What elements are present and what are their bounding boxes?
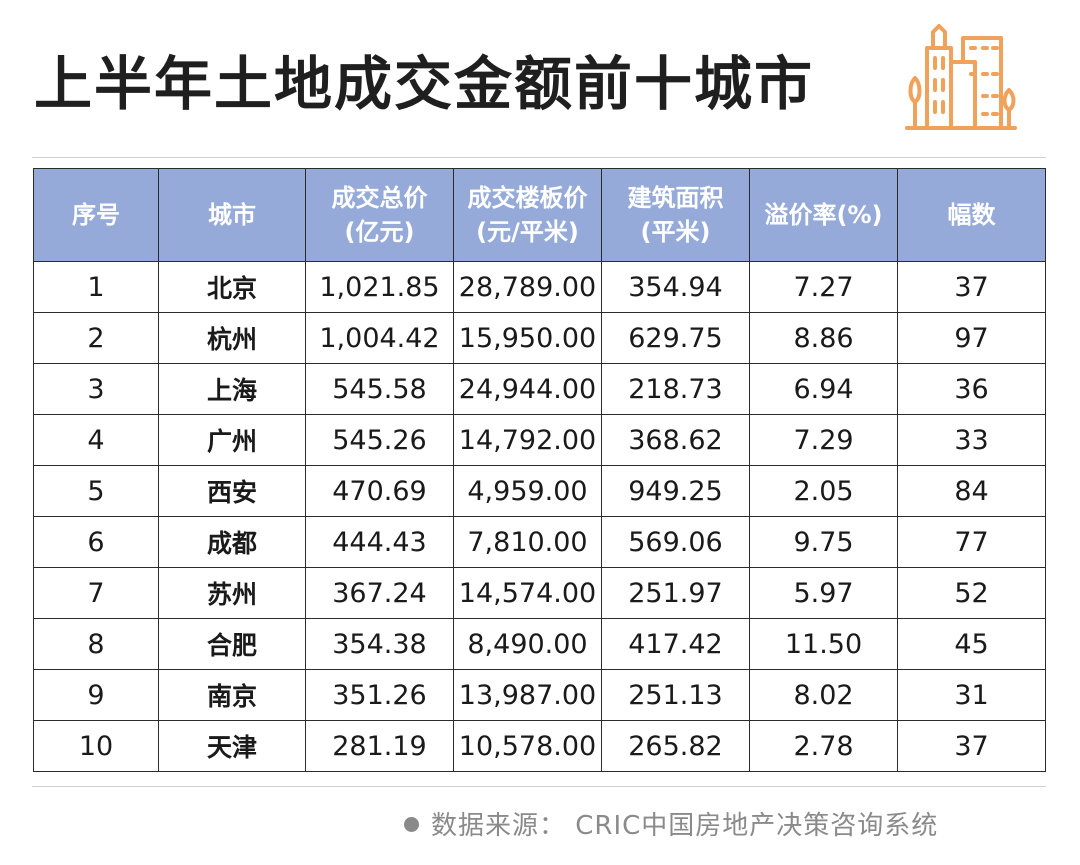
cell-premium-rate: 8.86 (749, 312, 898, 364)
cell-total-price: 281.19 (305, 720, 454, 772)
cell-city: 北京 (158, 261, 306, 313)
cell-floor-price: 13,987.00 (453, 669, 602, 721)
cell-premium-rate: 2.78 (749, 720, 898, 772)
cell-total-price: 351.26 (305, 669, 454, 721)
cell-premium-rate: 7.29 (749, 414, 898, 466)
cell-total-price: 444.43 (305, 516, 454, 568)
page-title: 上半年土地成交金额前十城市 (34, 50, 815, 118)
header-premium-rate: 溢价率(%) (749, 168, 898, 262)
header-index: 序号 (33, 168, 159, 262)
cell-premium-rate: 9.75 (749, 516, 898, 568)
cell-index: 4 (33, 414, 159, 466)
cell-total-price: 1,021.85 (305, 261, 454, 313)
cell-city: 南京 (158, 669, 306, 721)
cell-index: 5 (33, 465, 159, 517)
cell-total-price: 545.26 (305, 414, 454, 466)
cell-premium-rate: 5.97 (749, 567, 898, 619)
cell-total-price: 367.24 (305, 567, 454, 619)
cell-city: 苏州 (158, 567, 306, 619)
top-divider (32, 157, 1046, 158)
cell-total-price: 545.58 (305, 363, 454, 415)
cell-parcel-count: 97 (897, 312, 1046, 364)
land-deals-table: 序号 城市 成交总价 (亿元) 成交楼板价 (元/平米) 建筑面积 (平米) 溢价率(… (33, 168, 1046, 772)
cell-total-price: 470.69 (305, 465, 454, 517)
cell-floor-area: 218.73 (601, 363, 750, 415)
cell-total-price: 354.38 (305, 618, 454, 670)
cell-floor-area: 354.94 (601, 261, 750, 313)
cell-floor-price: 28,789.00 (453, 261, 602, 313)
table-row: 4 广州 545.26 14,792.00 368.62 7.29 33 (33, 414, 1046, 466)
cell-city: 天津 (158, 720, 306, 772)
cell-index: 3 (33, 363, 159, 415)
cell-parcel-count: 36 (897, 363, 1046, 415)
cell-premium-rate: 2.05 (749, 465, 898, 517)
buildings-icon (905, 24, 1017, 130)
cell-floor-price: 14,574.00 (453, 567, 602, 619)
table-row: 6 成都 444.43 7,810.00 569.06 9.75 77 (33, 516, 1046, 568)
header-floor-price: 成交楼板价 (元/平米) (453, 168, 602, 262)
cell-premium-rate: 7.27 (749, 261, 898, 313)
cell-floor-price: 8,490.00 (453, 618, 602, 670)
cell-city: 上海 (158, 363, 306, 415)
cell-city: 成都 (158, 516, 306, 568)
header-floor-area: 建筑面积 (平米) (601, 168, 750, 262)
cell-premium-rate: 6.94 (749, 363, 898, 415)
cell-floor-area: 265.82 (601, 720, 750, 772)
cell-floor-area: 949.25 (601, 465, 750, 517)
cell-index: 10 (33, 720, 159, 772)
table-row: 5 西安 470.69 4,959.00 949.25 2.05 84 (33, 465, 1046, 517)
cell-floor-price: 15,950.00 (453, 312, 602, 364)
table-row: 10 天津 281.19 10,578.00 265.82 2.78 37 (33, 720, 1046, 772)
data-source-note: 数据来源： CRIC中国房地产决策咨询系统 (404, 806, 1044, 846)
cell-parcel-count: 77 (897, 516, 1046, 568)
cell-parcel-count: 45 (897, 618, 1046, 670)
cell-floor-price: 14,792.00 (453, 414, 602, 466)
cell-premium-rate: 11.50 (749, 618, 898, 670)
cell-index: 1 (33, 261, 159, 313)
cell-parcel-count: 31 (897, 669, 1046, 721)
cell-floor-area: 368.62 (601, 414, 750, 466)
cell-index: 7 (33, 567, 159, 619)
cell-floor-price: 4,959.00 (453, 465, 602, 517)
source-text: 数据来源： CRIC中国房地产决策咨询系统 (431, 811, 939, 841)
header-parcel-count: 幅数 (897, 168, 1046, 262)
cell-floor-area: 569.06 (601, 516, 750, 568)
cell-city: 西安 (158, 465, 306, 517)
cell-index: 2 (33, 312, 159, 364)
cell-floor-area: 629.75 (601, 312, 750, 364)
bottom-divider (32, 786, 1046, 787)
cell-parcel-count: 37 (897, 261, 1046, 313)
table-row: 2 杭州 1,004.42 15,950.00 629.75 8.86 97 (33, 312, 1046, 364)
table-row: 9 南京 351.26 13,987.00 251.13 8.02 31 (33, 669, 1046, 721)
cell-city: 合肥 (158, 618, 306, 670)
header-city: 城市 (158, 168, 306, 262)
cell-floor-area: 417.42 (601, 618, 750, 670)
cell-parcel-count: 52 (897, 567, 1046, 619)
table-row: 7 苏州 367.24 14,574.00 251.97 5.97 52 (33, 567, 1046, 619)
cell-parcel-count: 33 (897, 414, 1046, 466)
bullet-dot-icon (404, 817, 419, 832)
cell-floor-price: 24,944.00 (453, 363, 602, 415)
cell-floor-area: 251.13 (601, 669, 750, 721)
cell-floor-area: 251.97 (601, 567, 750, 619)
cell-floor-price: 10,578.00 (453, 720, 602, 772)
table-row: 3 上海 545.58 24,944.00 218.73 6.94 36 (33, 363, 1046, 415)
cell-parcel-count: 37 (897, 720, 1046, 772)
cell-parcel-count: 84 (897, 465, 1046, 517)
header-total-price: 成交总价 (亿元) (305, 168, 454, 262)
cell-city: 广州 (158, 414, 306, 466)
cell-index: 9 (33, 669, 159, 721)
cell-city: 杭州 (158, 312, 306, 364)
cell-floor-price: 7,810.00 (453, 516, 602, 568)
table-header-row: 序号 城市 成交总价 (亿元) 成交楼板价 (元/平米) 建筑面积 (平米) 溢价率(… (33, 168, 1046, 262)
cell-premium-rate: 8.02 (749, 669, 898, 721)
cell-total-price: 1,004.42 (305, 312, 454, 364)
cell-index: 6 (33, 516, 159, 568)
table-row: 8 合肥 354.38 8,490.00 417.42 11.50 45 (33, 618, 1046, 670)
table-row: 1 北京 1,021.85 28,789.00 354.94 7.27 37 (33, 261, 1046, 313)
cell-index: 8 (33, 618, 159, 670)
